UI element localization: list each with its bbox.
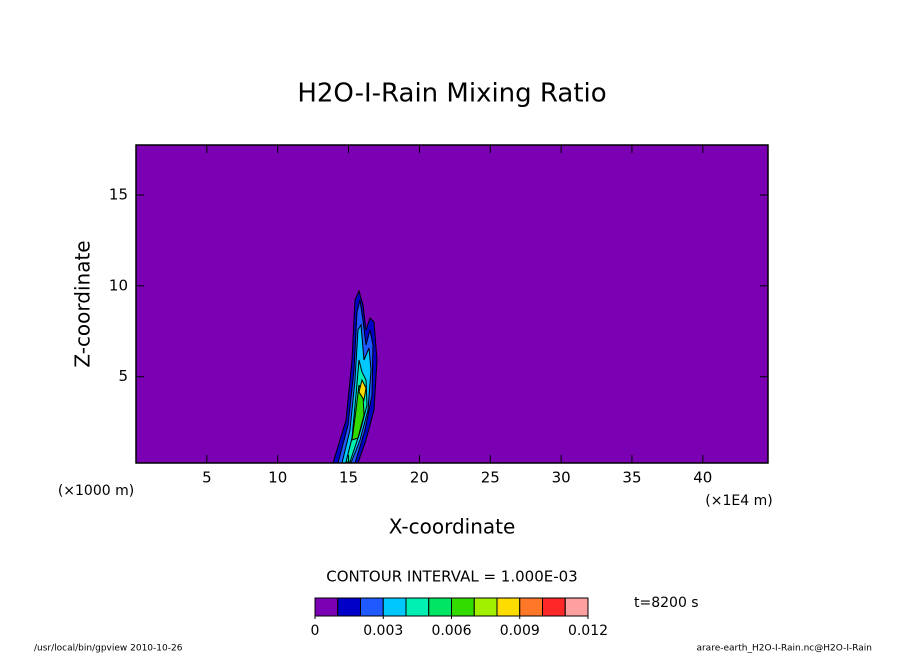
colorbar-tick-label: 0.006 xyxy=(431,623,471,639)
colorbar-box xyxy=(564,597,589,617)
contour-fill xyxy=(358,378,367,402)
x-axis-label: X-coordinate xyxy=(389,515,516,539)
y-tick-label: 15 xyxy=(109,185,128,203)
x-tick-label: 5 xyxy=(202,469,212,487)
colorbar-box xyxy=(314,597,339,617)
colorbar-box xyxy=(496,597,521,617)
colorbar-box xyxy=(360,597,384,617)
y-tick-label: 5 xyxy=(118,367,128,385)
x-tick-label: 20 xyxy=(410,469,429,487)
x-tick-label: 40 xyxy=(693,469,712,487)
x-unit: (×1E4 m) xyxy=(705,493,772,509)
colorbar-box xyxy=(519,597,543,617)
colorbar-tick-label: 0 xyxy=(311,623,320,639)
footer-left: /usr/local/bin/gpview 2010-10-26 xyxy=(34,644,183,654)
colorbar-box xyxy=(337,597,361,617)
footer-right: arare-earth_H2O-I-Rain.nc@H2O-I-Rain xyxy=(696,644,872,654)
x-tick-label: 10 xyxy=(268,469,287,487)
colorbar-tick-label: 0.009 xyxy=(500,623,540,639)
colorbar-box xyxy=(542,597,566,617)
y-axis-label: Z-coordinate xyxy=(71,240,95,367)
plot-background xyxy=(136,145,768,463)
colorbar-box xyxy=(405,597,430,617)
colorbar-tick-label: 0.003 xyxy=(363,623,403,639)
plot-frame xyxy=(135,144,769,464)
colorbar-box xyxy=(382,597,407,617)
x-tick-label: 30 xyxy=(552,469,571,487)
time-label: t=8200 s xyxy=(634,595,699,611)
colorbar-tick-label: 0.012 xyxy=(568,623,608,639)
y-tick-label: 10 xyxy=(109,276,128,294)
colorbar-box xyxy=(473,597,498,617)
x-tick-label: 25 xyxy=(481,469,500,487)
y-unit: (×1000 m) xyxy=(58,483,134,499)
chart-title: H2O-I-Rain Mixing Ratio xyxy=(297,79,606,109)
x-tick-label: 35 xyxy=(622,469,641,487)
colorbar-box xyxy=(428,597,452,617)
colorbar-box xyxy=(451,597,475,617)
x-tick-label: 15 xyxy=(339,469,358,487)
contour-interval: CONTOUR INTERVAL = 1.000E-03 xyxy=(326,568,577,586)
